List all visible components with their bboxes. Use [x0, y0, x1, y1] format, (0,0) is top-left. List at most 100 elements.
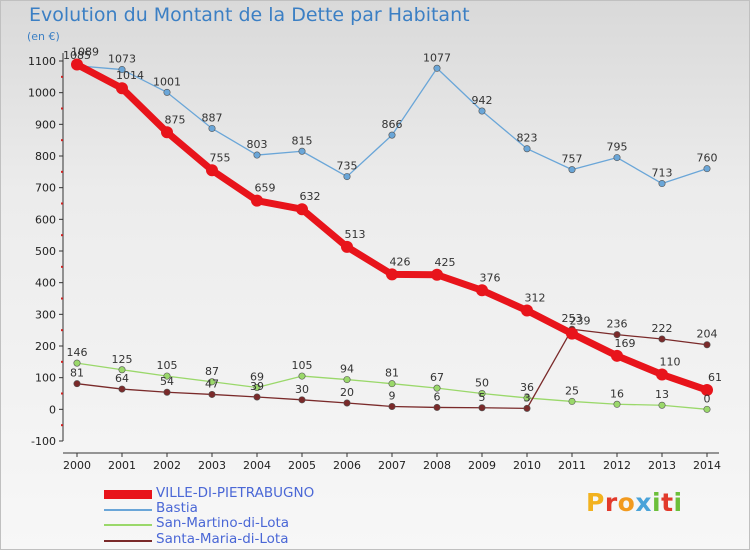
logo-letter: i	[652, 488, 662, 517]
data-label: 875	[165, 113, 186, 126]
y-tick-label: 700	[35, 182, 56, 195]
x-tick-label: 2006	[333, 459, 361, 472]
series-point	[163, 88, 171, 96]
series-point	[118, 66, 126, 74]
x-tick-label: 2000	[63, 459, 91, 472]
data-label: 81	[385, 367, 399, 380]
data-label: 760	[697, 152, 718, 165]
data-label: 50	[475, 377, 489, 390]
y-minor-tick	[61, 202, 63, 205]
series-point	[611, 349, 623, 362]
data-label: 9	[389, 389, 396, 402]
series-point	[388, 380, 396, 388]
proxiti-logo: Proxiti	[586, 488, 683, 517]
data-label: 105	[292, 359, 313, 372]
data-label: 236	[607, 318, 628, 331]
y-minor-tick	[61, 329, 63, 332]
data-label: 30	[295, 383, 309, 396]
logo-letter: r	[604, 488, 618, 517]
data-label: 146	[67, 346, 88, 359]
series-point	[521, 304, 533, 317]
data-label: 735	[337, 160, 358, 173]
data-label: 823	[517, 132, 538, 145]
series-point	[566, 327, 578, 340]
y-tick-label: 1100	[28, 55, 56, 68]
series-point	[253, 383, 261, 391]
series-point	[523, 394, 531, 402]
x-tick-label: 2002	[153, 459, 181, 472]
y-tick-label: 1000	[28, 87, 56, 100]
series-point	[71, 58, 83, 71]
series-point	[298, 396, 306, 404]
x-tick-label: 2014	[693, 459, 721, 472]
series-point	[568, 397, 576, 405]
data-label: 1085	[63, 49, 91, 62]
series-point	[523, 404, 531, 412]
x-tick-label: 2004	[243, 459, 271, 472]
legend-label: Santa-Maria-di-Lota	[156, 531, 289, 547]
data-label: 659	[255, 182, 276, 195]
legend-label: San-Martino-di-Lota	[156, 515, 290, 531]
y-minor-tick	[61, 170, 63, 173]
series-point	[253, 151, 261, 159]
series-point	[613, 331, 621, 339]
x-tick-label: 2001	[108, 459, 136, 472]
data-label: 61	[708, 371, 722, 384]
y-minor-tick	[61, 360, 63, 363]
data-label: 1073	[108, 53, 136, 66]
series-point	[208, 378, 216, 386]
data-label: 16	[610, 387, 624, 400]
data-label: 39	[250, 380, 264, 393]
data-label: 376	[480, 271, 501, 284]
data-label: 81	[70, 367, 84, 380]
chart-subtitle: (en €)	[27, 30, 60, 43]
chart-title: Evolution du Montant de la Dette par Hab…	[29, 4, 470, 26]
series-point	[343, 173, 351, 181]
data-label: 64	[115, 372, 129, 385]
x-tick-label: 2003	[198, 459, 226, 472]
legend-swatch	[104, 540, 152, 542]
x-tick-label: 2012	[603, 459, 631, 472]
series-point	[431, 268, 443, 281]
data-label: 5	[479, 391, 486, 404]
series-point	[251, 194, 263, 207]
logo-letter: o	[617, 488, 636, 517]
data-label: 426	[390, 255, 411, 268]
data-label: 67	[430, 371, 444, 384]
series-point	[386, 268, 398, 281]
data-label: 1014	[116, 69, 144, 82]
y-tick-label: 800	[35, 150, 56, 163]
x-tick-label: 2008	[423, 459, 451, 472]
data-label: 1001	[153, 75, 181, 88]
series-point	[341, 240, 353, 253]
data-label: 425	[435, 256, 456, 269]
y-tick-label: 300	[35, 308, 56, 321]
data-label: 887	[202, 111, 223, 124]
series-point	[701, 384, 713, 397]
series-point	[343, 399, 351, 407]
data-label: 3	[524, 391, 531, 404]
y-minor-tick	[61, 265, 63, 268]
series-point	[253, 393, 261, 401]
series-point	[658, 180, 666, 188]
x-tick-label: 2011	[558, 459, 586, 472]
series-point	[208, 390, 216, 398]
data-label: 866	[382, 118, 403, 131]
series-point	[703, 341, 711, 349]
series-point	[476, 284, 488, 297]
data-label: 110	[660, 356, 681, 369]
data-label: 803	[247, 138, 268, 151]
y-minor-tick	[61, 297, 63, 300]
series-point	[478, 389, 486, 397]
series-point	[703, 165, 711, 173]
x-tick-label: 2010	[513, 459, 541, 472]
data-label: 54	[160, 375, 174, 388]
series-point	[298, 372, 306, 380]
data-label: 125	[112, 353, 133, 366]
data-label: 632	[300, 190, 321, 203]
series-point	[73, 380, 81, 388]
series-point	[163, 372, 171, 380]
y-minor-tick	[61, 392, 63, 395]
x-tick-label: 2005	[288, 459, 316, 472]
